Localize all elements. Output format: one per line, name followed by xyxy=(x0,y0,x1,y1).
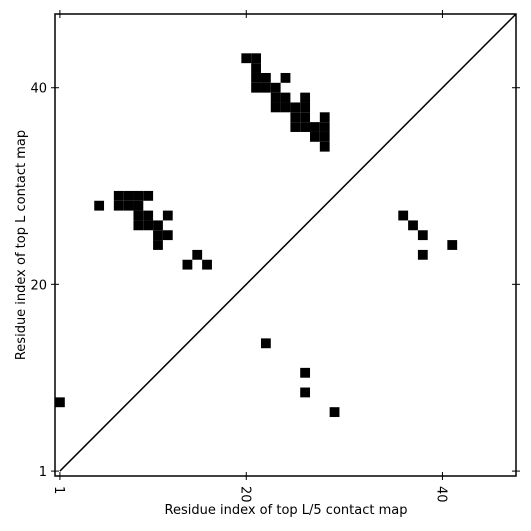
contact-cell xyxy=(241,53,252,64)
y-tick-label: 1 xyxy=(39,465,47,480)
contact-cell xyxy=(113,190,124,201)
contact-cell xyxy=(94,200,105,211)
contact-cell xyxy=(300,92,311,103)
contact-cell xyxy=(153,230,163,241)
contact-cell xyxy=(260,82,271,93)
contact-cell xyxy=(270,82,281,93)
contact-cell xyxy=(280,92,291,103)
contact-cell xyxy=(153,220,163,231)
contact-cell xyxy=(143,220,154,231)
x-tick-label: 1 xyxy=(51,486,66,494)
contact-cell xyxy=(113,200,124,211)
contact-cell xyxy=(251,82,261,93)
contact-cell xyxy=(280,102,291,113)
contact-cell xyxy=(300,367,311,378)
y-axis-label: Residue index of top L contact map xyxy=(14,130,29,360)
contact-cell xyxy=(251,63,261,73)
contact-cell xyxy=(133,190,144,201)
contact-cell xyxy=(251,53,261,64)
x-tick-label: 40 xyxy=(433,486,448,503)
plot-frame xyxy=(54,13,517,477)
contact-cell xyxy=(192,249,203,260)
contact-cell xyxy=(300,387,311,398)
contact-cell xyxy=(310,131,320,142)
y-tick-label: 20 xyxy=(30,278,47,293)
contact-cell xyxy=(55,397,65,408)
contact-cell xyxy=(300,112,311,123)
contact-cell xyxy=(153,240,163,250)
contact-cell xyxy=(408,220,418,231)
x-tick-label: 20 xyxy=(237,486,252,503)
contact-cell xyxy=(329,407,340,418)
diagonal xyxy=(59,13,517,472)
contact-cell xyxy=(251,72,261,83)
contact-cell xyxy=(123,200,134,211)
contact-cell xyxy=(417,249,428,260)
contact-cell xyxy=(270,92,281,103)
contact-cell xyxy=(270,102,281,113)
contact-cell xyxy=(417,230,428,241)
contact-cell xyxy=(143,190,154,201)
contact-cell xyxy=(123,190,134,201)
contact-cell xyxy=(319,131,330,142)
contact-cell xyxy=(398,210,409,221)
contact-cell xyxy=(133,200,144,211)
contact-cell xyxy=(260,338,271,349)
contact-cell xyxy=(300,102,311,113)
contact-cell xyxy=(290,122,301,132)
contact-cell xyxy=(143,210,154,221)
contact-cell xyxy=(260,72,271,83)
contact-cell xyxy=(162,230,173,241)
x-axis-label: Residue index of top L/5 contact map xyxy=(165,503,408,518)
contact-cell xyxy=(182,259,193,270)
contact-cell xyxy=(447,240,458,250)
contact-cell xyxy=(133,220,144,231)
contact-cell xyxy=(310,122,320,132)
contact-cell xyxy=(290,112,301,123)
contact-cell xyxy=(202,259,212,270)
y-tick-label: 40 xyxy=(30,82,47,97)
contact-cell xyxy=(280,72,291,83)
contact-cell xyxy=(319,141,330,152)
contact-cell xyxy=(319,112,330,123)
contact-cell xyxy=(290,102,301,113)
contact-cell xyxy=(162,210,173,221)
contact-cell xyxy=(300,122,311,132)
contact-cell xyxy=(319,122,330,132)
contact-cell xyxy=(133,210,144,221)
